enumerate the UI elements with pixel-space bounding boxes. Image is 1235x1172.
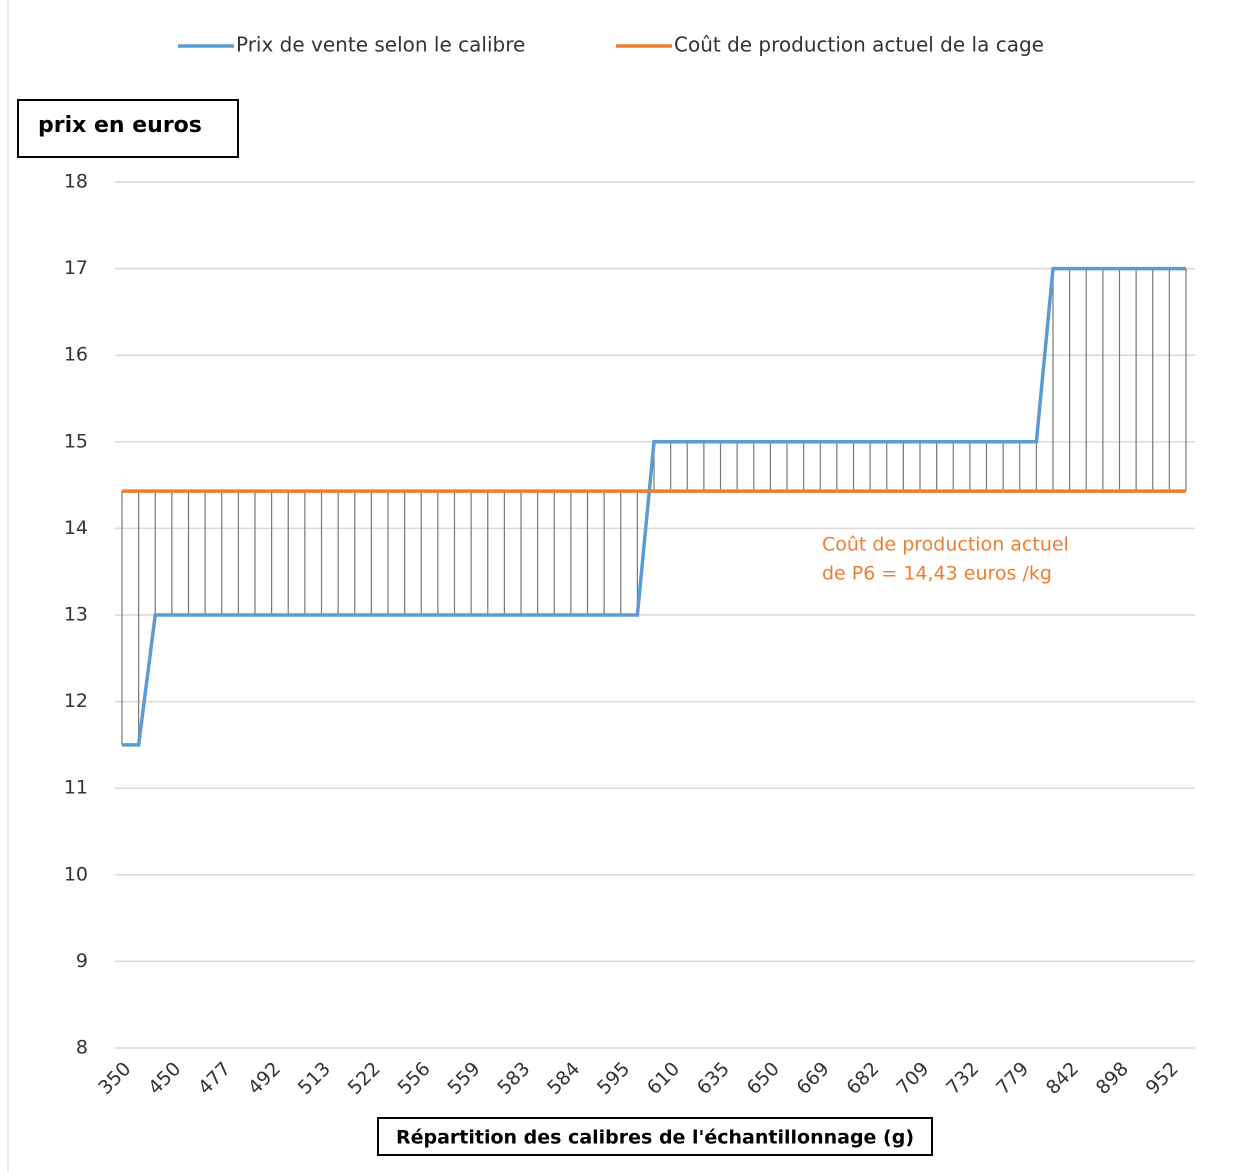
y-tick-label: 11 bbox=[64, 777, 88, 799]
x-tick-label: 650 bbox=[743, 1058, 784, 1099]
x-tick-label: 842 bbox=[1042, 1058, 1083, 1099]
x-tick-label: 583 bbox=[493, 1058, 534, 1099]
x-tick-label: 477 bbox=[194, 1058, 235, 1099]
x-tick-label: 492 bbox=[244, 1058, 285, 1099]
x-tick-label: 559 bbox=[443, 1058, 484, 1099]
x-tick-label: 952 bbox=[1142, 1058, 1183, 1099]
y-tick-label: 12 bbox=[64, 690, 88, 712]
x-tick-label: 556 bbox=[393, 1058, 434, 1099]
x-tick-label: 779 bbox=[992, 1058, 1033, 1099]
annotation: de P6 = 14,43 euros /kg bbox=[822, 563, 1052, 585]
y-tick-label: 10 bbox=[64, 863, 88, 885]
x-tick-label: 732 bbox=[942, 1058, 983, 1099]
x-tick-label: 450 bbox=[144, 1058, 185, 1099]
x-tick-label: 709 bbox=[892, 1058, 933, 1099]
x-tick-label: 610 bbox=[643, 1058, 684, 1099]
x-tick-label: 669 bbox=[792, 1058, 833, 1099]
x-tick-label: 522 bbox=[344, 1058, 385, 1099]
x-tick-label: 635 bbox=[693, 1058, 734, 1099]
y-tick-label: 8 bbox=[76, 1037, 88, 1059]
y-axis-label: prix en euros bbox=[38, 113, 202, 138]
legend-label: Coût de production actuel de la cage bbox=[674, 33, 1044, 57]
x-label-box bbox=[377, 1117, 933, 1156]
y-tick-label: 13 bbox=[64, 604, 88, 626]
y-tick-label: 14 bbox=[64, 517, 88, 539]
y-tick-label: 15 bbox=[64, 430, 88, 452]
series-line bbox=[122, 266, 1186, 747]
legend-label: Prix de vente selon le calibre bbox=[236, 33, 525, 57]
x-tick-label: 584 bbox=[543, 1058, 584, 1099]
x-axis-label: Répartition des calibres de l'échantillo… bbox=[396, 1127, 914, 1149]
x-tick-label: 898 bbox=[1092, 1058, 1133, 1099]
y-label-box bbox=[17, 99, 239, 158]
x-tick-label: 595 bbox=[593, 1058, 634, 1099]
x-tick-label: 513 bbox=[294, 1058, 335, 1099]
y-tick-label: 18 bbox=[64, 171, 88, 193]
x-tick-label: 682 bbox=[842, 1058, 883, 1099]
y-tick-label: 9 bbox=[76, 950, 88, 972]
y-tick-label: 17 bbox=[64, 257, 88, 279]
annotation: Coût de production actuel bbox=[822, 534, 1069, 556]
y-tick-label: 16 bbox=[64, 344, 88, 366]
x-tick-label: 350 bbox=[94, 1058, 135, 1099]
